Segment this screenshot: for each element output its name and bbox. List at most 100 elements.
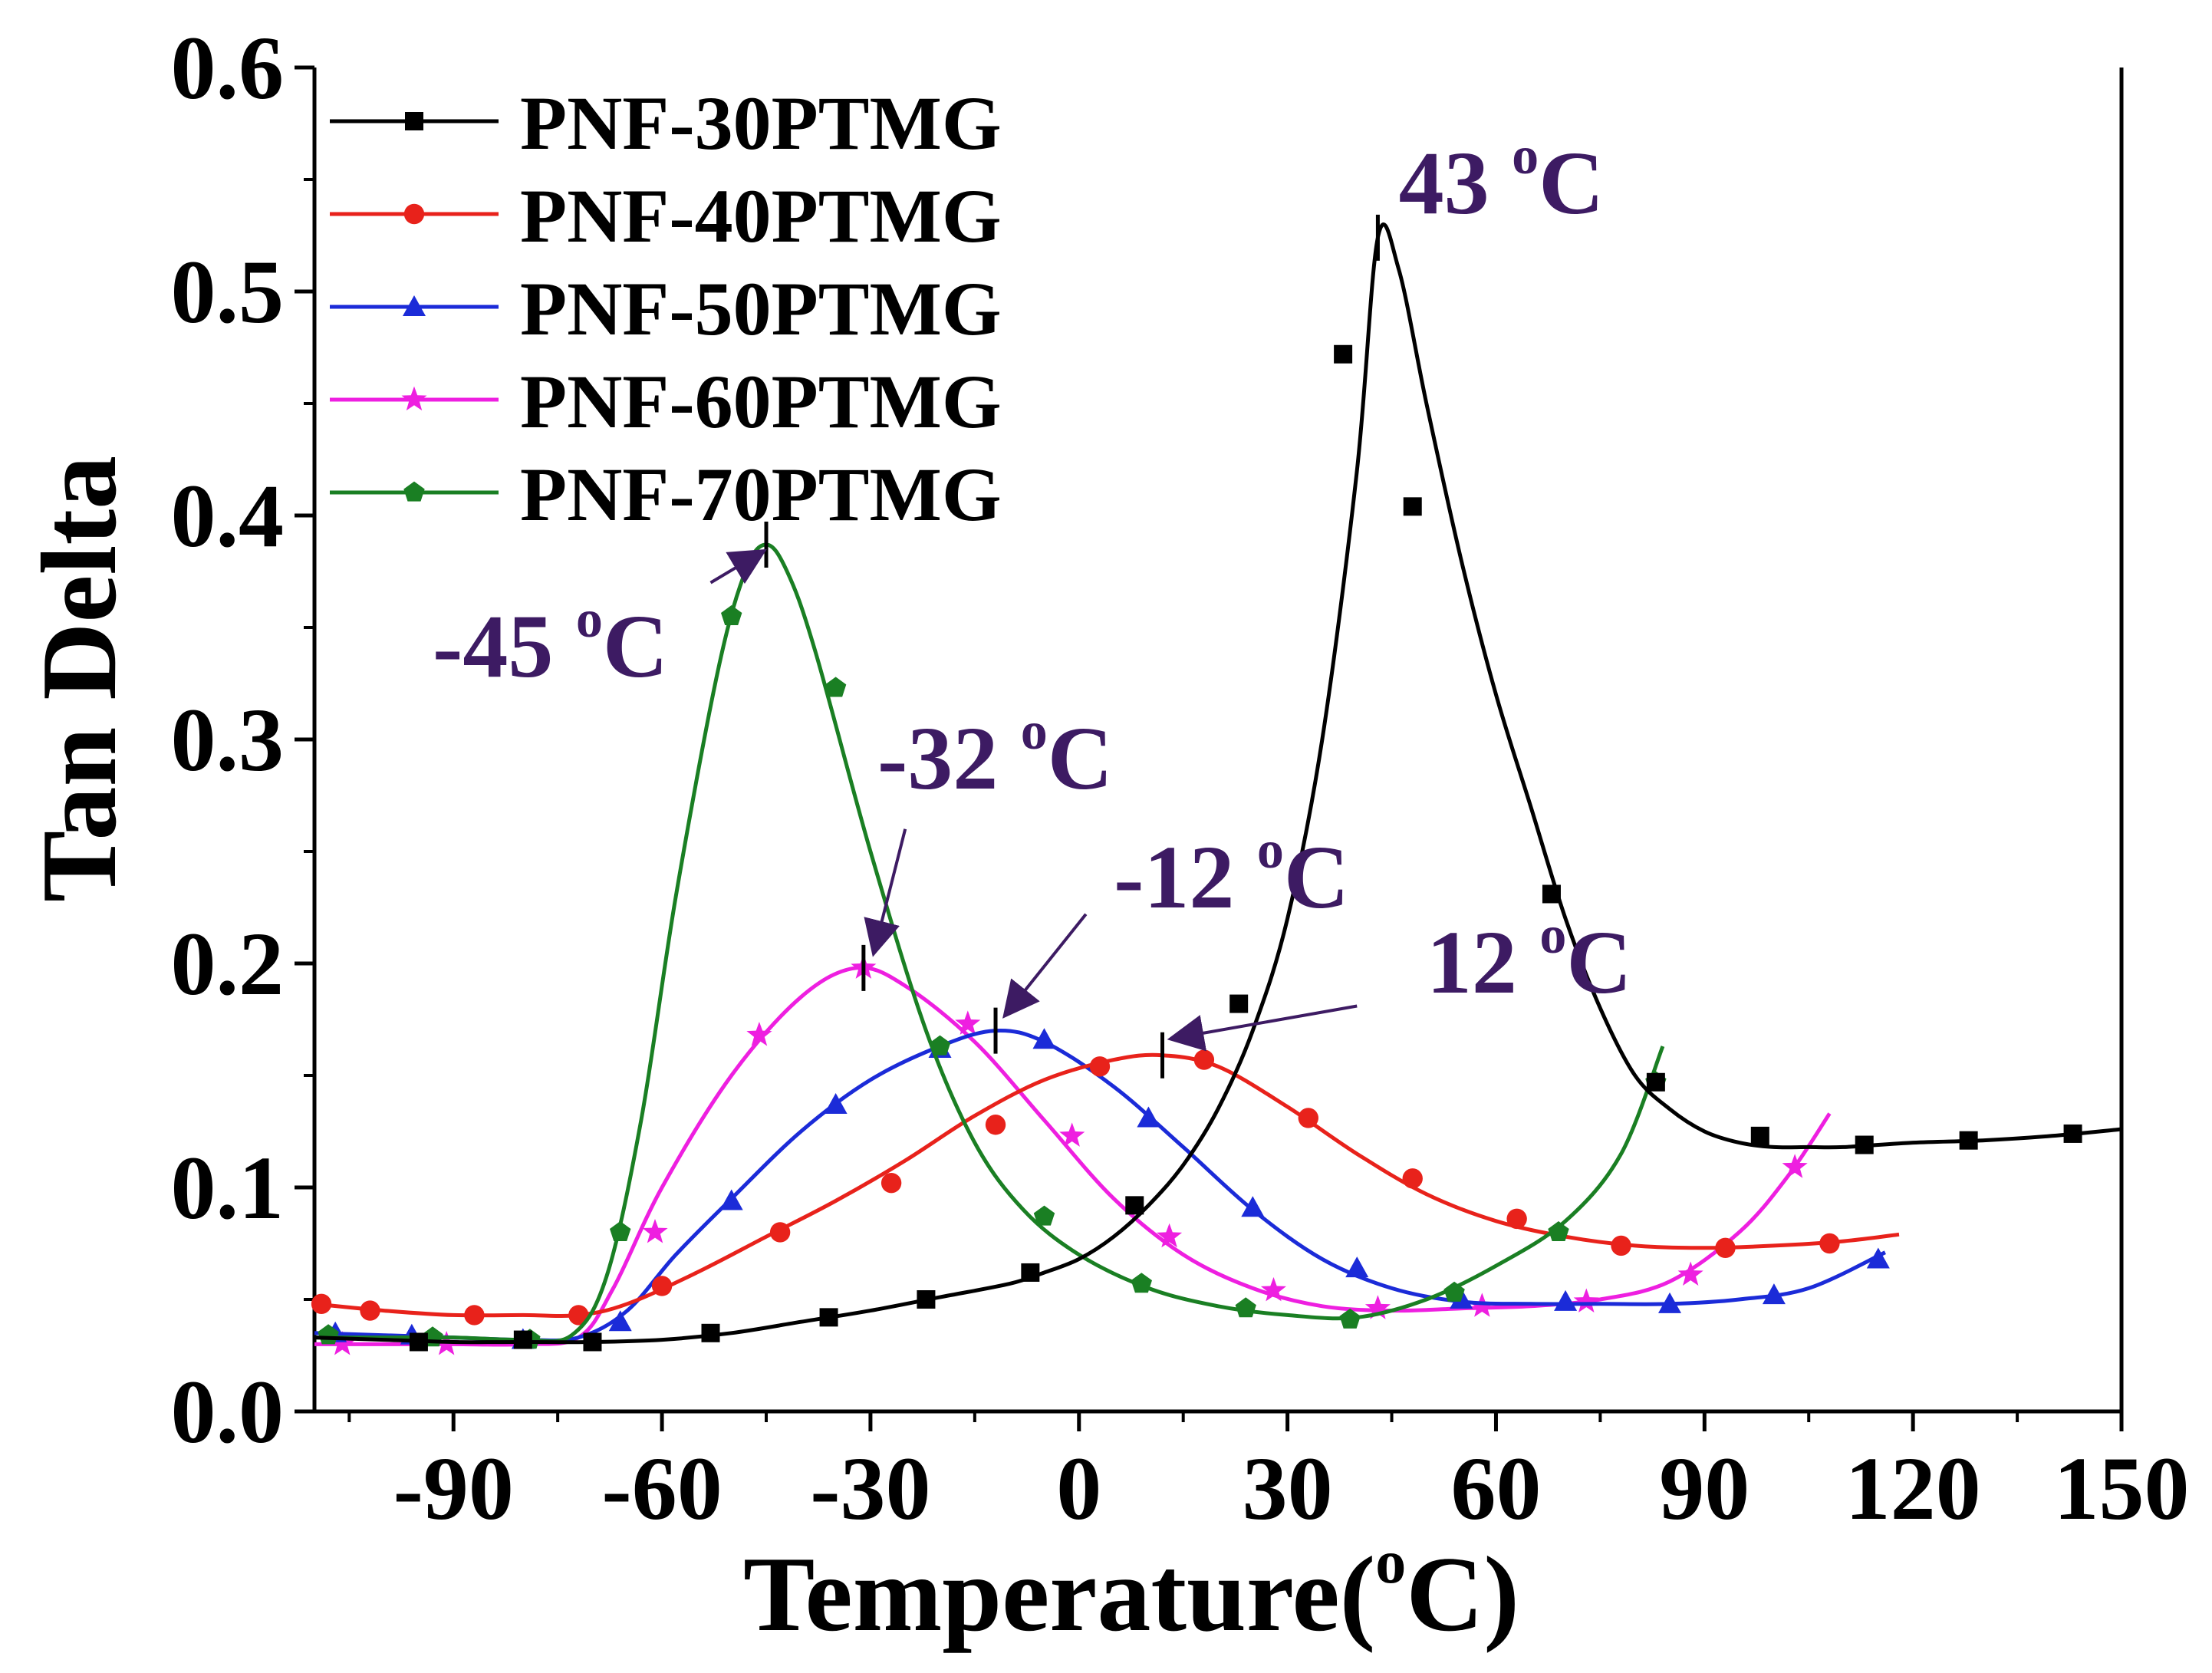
series-line-pnf-60ptmg [314,965,1832,1347]
peak-label-value: -45 [433,596,576,697]
data-point-pnf-50ptmg [1032,1028,1056,1049]
x-axis-label-degree: o [1375,1529,1406,1596]
data-point-pnf-30ptmg [1125,1196,1144,1215]
data-point-pnf-40ptmg [1611,1235,1631,1256]
legend-marker [403,295,426,316]
peak-arrow [709,548,767,585]
y-axis-label: Tan Delta [20,456,139,902]
data-point-pnf-50ptmg [1762,1283,1786,1305]
peak-label: -32 oC [877,702,1113,809]
legend-item-pnf-30ptmg: PNF-30PTMG [330,81,1002,166]
x-tick-label: 120 [1845,1438,1981,1539]
y-tick-label: 0.0 [171,1362,285,1462]
peak-label-value: -32 [877,708,1021,809]
data-point-pnf-40ptmg [651,1276,673,1296]
data-point-pnf-30ptmg [701,1323,720,1342]
legend-marker [403,481,425,502]
x-tick-label: 90 [1659,1438,1750,1539]
annotation-peak-3: -32 oC [861,702,1113,991]
data-point-pnf-50ptmg [824,1092,848,1114]
data-point-pnf-50ptmg [1866,1247,1890,1269]
series-pnf-30ptmg [314,222,2122,1352]
peak-label-unit: C [1284,827,1349,927]
data-point-pnf-40ptmg [1298,1108,1319,1128]
peak-label-unit: C [603,596,668,697]
peak-label-degree: o [1512,127,1539,186]
legend-item-pnf-40ptmg: PNF-40PTMG [330,173,1002,259]
data-point-pnf-40ptmg [1506,1208,1527,1230]
data-point-pnf-60ptmg [1782,1154,1808,1178]
data-point-pnf-30ptmg [1542,884,1561,904]
y-tick-label: 0.6 [171,18,285,118]
peak-label-degree: o [1257,821,1284,880]
data-point-pnf-50ptmg [1345,1256,1369,1278]
series-line-pnf-30ptmg [314,222,2122,1345]
legend-label: PNF-50PTMG [520,266,1002,351]
legend-label: PNF-40PTMG [520,173,1002,259]
peak-label-degree: o [1539,906,1566,965]
peak-label: 12 oC [1427,906,1632,1013]
x-tick-label: 60 [1450,1438,1541,1539]
data-point-pnf-70ptmg [1235,1297,1256,1318]
peak-label: -45 oC [433,590,668,697]
data-point-pnf-50ptmg [1137,1106,1160,1128]
peak-label-value: 12 [1427,912,1540,1013]
data-point-pnf-40ptmg [1819,1233,1840,1254]
annotation-peak-2: -45 oC [433,521,769,697]
legend-item-pnf-70ptmg: PNF-70PTMG [330,452,1002,537]
data-point-pnf-70ptmg [1339,1308,1361,1329]
axis-labels: Tan Delta Temperature(oC) [20,456,1519,1654]
x-tick-label: -60 [601,1438,722,1539]
peak-label-unit: C [1566,912,1631,1013]
data-point-pnf-70ptmg [825,677,847,697]
legend-item-pnf-50ptmg: PNF-50PTMG [330,266,1002,351]
data-point-pnf-40ptmg [568,1305,589,1326]
data-point-pnf-30ptmg [1750,1126,1769,1145]
data-point-pnf-60ptmg [329,1331,355,1355]
legend-item-pnf-60ptmg: PNF-60PTMG [330,359,1002,444]
data-point-pnf-50ptmg [719,1189,743,1210]
annotation-peak-1: 43 oC [1375,127,1604,261]
data-point-pnf-60ptmg [1364,1295,1391,1319]
legend: PNF-30PTMGPNF-40PTMGPNF-50PTMGPNF-60PTMG… [330,81,1002,537]
data-point-pnf-50ptmg [608,1310,632,1332]
data-point-pnf-60ptmg [1059,1122,1085,1147]
legend-marker [405,112,423,130]
data-point-pnf-30ptmg [1403,497,1422,516]
data-point-pnf-70ptmg [929,1035,951,1056]
series-pnf-40ptmg [311,1049,1900,1326]
data-point-pnf-30ptmg [1021,1263,1040,1282]
x-tick-label: 150 [2054,1438,2190,1539]
x-axis-label: Temperature(oC) [743,1529,1519,1654]
data-point-pnf-70ptmg [610,1221,631,1241]
peak-label-unit: C [1539,133,1604,233]
data-point-pnf-60ptmg [746,1022,772,1046]
peak-arrow [864,828,907,957]
series-line-pnf-70ptmg [314,542,1665,1344]
data-point-pnf-40ptmg [360,1300,380,1321]
data-point-pnf-70ptmg [1548,1221,1569,1241]
peak-arrow [1002,913,1088,1019]
x-tick-label: 30 [1243,1438,1333,1539]
data-point-pnf-40ptmg [985,1115,1006,1135]
data-point-pnf-60ptmg [1573,1288,1599,1312]
legend-label: PNF-60PTMG [520,359,1002,444]
peak-label-degree: o [1021,702,1048,761]
data-point-pnf-30ptmg [583,1332,602,1352]
data-point-pnf-30ptmg [917,1290,936,1309]
legend-marker [403,203,425,225]
x-tick-label: -90 [393,1438,514,1539]
data-point-pnf-40ptmg [311,1293,332,1315]
data-point-pnf-50ptmg [1658,1292,1681,1313]
peak-arrow [1167,1004,1358,1052]
peak-label-unit: C [1048,708,1113,809]
data-point-pnf-60ptmg [642,1219,668,1243]
y-tick-label: 0.1 [171,1138,285,1238]
data-point-pnf-40ptmg [769,1222,791,1243]
annotation-peak-4: -12 oC [993,821,1349,1054]
y-tick-label: 0.4 [171,466,285,566]
data-point-pnf-70ptmg [1033,1205,1055,1226]
